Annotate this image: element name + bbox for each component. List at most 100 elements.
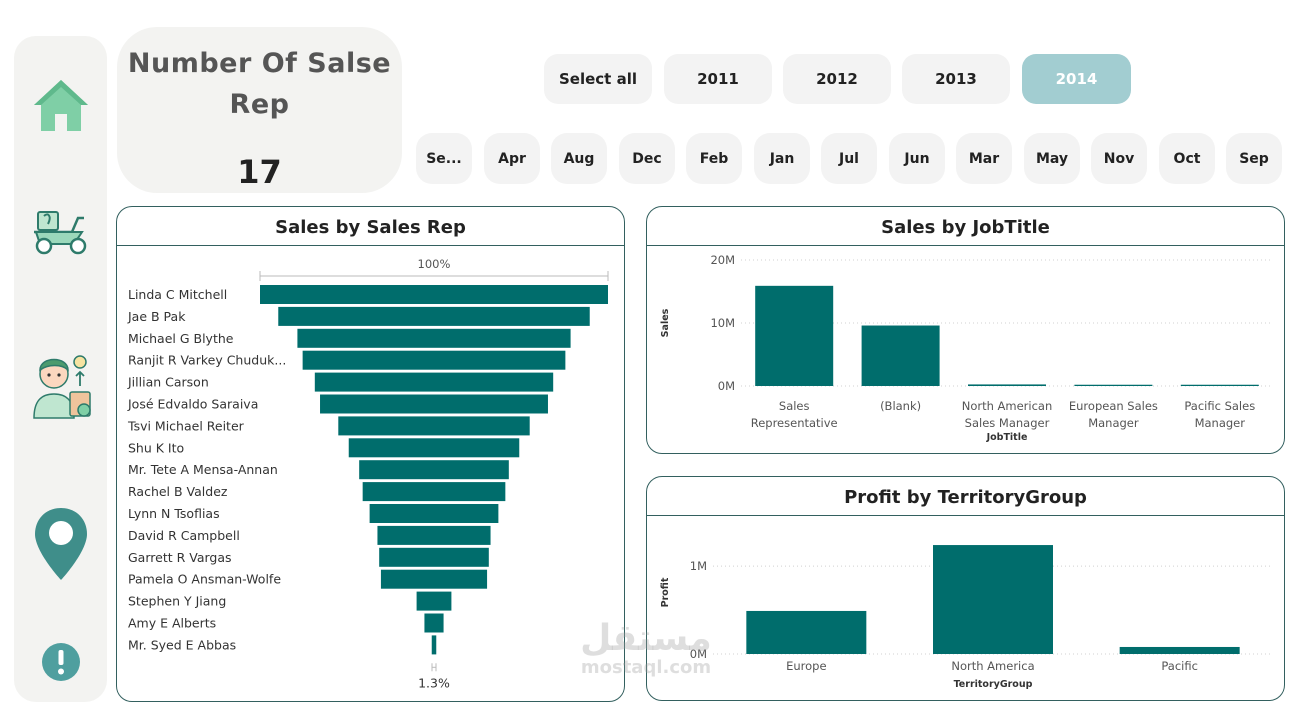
sales-by-jobtitle-panel: Sales by JobTitle 0M 10M 20M Sales Represent… bbox=[646, 206, 1285, 454]
slicer-month-mar[interactable]: Mar bbox=[956, 133, 1012, 184]
bar bbox=[933, 545, 1053, 654]
funnel-bar bbox=[260, 285, 608, 304]
slicer-month-jan[interactable]: Jan bbox=[754, 133, 810, 184]
jobtitle-chart-title: Sales by JobTitle bbox=[647, 207, 1284, 246]
sales-person-icon[interactable] bbox=[14, 348, 107, 420]
funnel-bar bbox=[314, 372, 554, 392]
funnel-bottom-label: 1.3% bbox=[418, 675, 450, 690]
x-tick-label: Sales Manager bbox=[965, 416, 1050, 430]
funnel-bar bbox=[380, 569, 488, 589]
sales-by-jobtitle-chart: 0M 10M 20M Sales Representative (Blank) North … bbox=[660, 253, 1273, 443]
funnel-category-label: Pamela O Ansman-Wolfe bbox=[128, 572, 281, 587]
funnel-bar bbox=[416, 591, 452, 611]
x-tick-label: Pacific Sales bbox=[1184, 399, 1255, 413]
funnel-top-label: 100% bbox=[418, 257, 451, 271]
profit-by-territorygroup-chart: 0M 1M Europe North America Pacific TerritoryG… bbox=[660, 545, 1273, 690]
funnel-bar bbox=[338, 416, 530, 436]
slicer-month-aug[interactable]: Aug bbox=[551, 133, 607, 184]
x-tick-label: North America bbox=[951, 659, 1034, 673]
funnel-category-label: Stephen Y Jiang bbox=[128, 594, 226, 609]
funnel-bar bbox=[359, 460, 509, 480]
y-tick-label: 0M bbox=[690, 647, 707, 661]
watermark-logo: مستقل mostaql.com bbox=[580, 618, 712, 678]
slicer-month-jul[interactable]: Jul bbox=[821, 133, 877, 184]
kpi-title: Number Of Salse Rep bbox=[127, 48, 392, 120]
funnel-bar bbox=[362, 482, 506, 502]
sales-by-sales-rep-chart: 100% Linda C Mitchell Jae B Pak Michael G B… bbox=[127, 257, 609, 690]
funnel-chart-title: Sales by Sales Rep bbox=[117, 207, 624, 246]
x-tick-label: Europe bbox=[786, 659, 826, 673]
territory-chart-title: Profit by TerritoryGroup bbox=[647, 477, 1284, 516]
y-tick-label: 10M bbox=[710, 316, 735, 330]
bar bbox=[1180, 384, 1259, 386]
kpi-value: 17 bbox=[237, 153, 282, 191]
slicer-month-nov[interactable]: Nov bbox=[1091, 133, 1147, 184]
funnel-bar bbox=[348, 438, 520, 458]
y-axis-title: Profit bbox=[660, 577, 671, 607]
slicer-month-jun[interactable]: Jun bbox=[889, 133, 945, 184]
info-icon[interactable] bbox=[14, 642, 107, 682]
x-axis-title: JobTitle bbox=[986, 432, 1028, 443]
funnel-bar bbox=[302, 350, 566, 370]
funnel-category-label: Garrett R Vargas bbox=[128, 550, 232, 565]
x-tick-label: Sales bbox=[779, 399, 810, 413]
location-pin-icon[interactable] bbox=[14, 506, 107, 582]
funnel-category-label: Amy E Alberts bbox=[128, 616, 216, 631]
x-axis-title: TerritoryGroup bbox=[954, 679, 1033, 690]
funnel-category-label: David R Campbell bbox=[128, 528, 240, 543]
funnel-bar bbox=[369, 504, 499, 523]
funnel-category-label: Shu K Ito bbox=[128, 440, 184, 455]
funnel-category-label: Rachel B Valdez bbox=[128, 484, 228, 499]
sidebar-nav bbox=[14, 36, 107, 702]
funnel-category-label: José Edvaldo Saraiva bbox=[127, 397, 258, 412]
y-tick-label: 1M bbox=[690, 559, 707, 573]
x-tick-label: Manager bbox=[1088, 416, 1139, 430]
kpi-card: Number Of Salse Rep 17 bbox=[117, 27, 402, 193]
funnel-category-label: Jae B Pak bbox=[127, 309, 186, 324]
slicer-year-2012[interactable]: 2012 bbox=[783, 54, 891, 104]
y-tick-label: 0M bbox=[718, 379, 735, 393]
bar bbox=[1074, 384, 1153, 386]
funnel-bar bbox=[377, 525, 491, 545]
slicer-month-apr[interactable]: Apr bbox=[484, 133, 540, 184]
slicer-month-may[interactable]: May bbox=[1024, 133, 1080, 184]
slicer-month-dec[interactable]: Dec bbox=[619, 133, 675, 184]
funnel-bar bbox=[320, 394, 548, 414]
funnel-bar bbox=[278, 306, 590, 326]
slicer-year-select-all[interactable]: Select all bbox=[544, 54, 652, 104]
funnel-category-label: Tsvi Michael Reiter bbox=[127, 418, 245, 433]
x-tick-label: North American bbox=[962, 399, 1053, 413]
funnel-bar bbox=[424, 613, 444, 633]
slicer-month-sep-truncated[interactable]: Se... bbox=[416, 133, 472, 184]
funnel-category-label: Mr. Tete A Mensa-Annan bbox=[128, 462, 278, 477]
funnel-category-label: Ranjit R Varkey Chuduk... bbox=[128, 353, 286, 368]
funnel-bar bbox=[379, 547, 489, 567]
x-tick-label: Manager bbox=[1195, 416, 1246, 430]
slicer-year-2011[interactable]: 2011 bbox=[664, 54, 772, 104]
slicer-year-2013[interactable]: 2013 bbox=[902, 54, 1010, 104]
profit-by-territorygroup-panel: Profit by TerritoryGroup 0M 1M Europe North… bbox=[646, 476, 1285, 701]
bar bbox=[861, 325, 940, 386]
funnel-category-label: Jillian Carson bbox=[127, 375, 209, 390]
y-tick-label: 20M bbox=[710, 253, 735, 267]
x-tick-label: Pacific bbox=[1161, 659, 1198, 673]
slicer-month-sep[interactable]: Sep bbox=[1226, 133, 1282, 184]
slicer-month-oct[interactable]: Oct bbox=[1159, 133, 1215, 184]
x-tick-label: Representative bbox=[751, 416, 838, 430]
funnel-bar bbox=[431, 635, 437, 655]
slicer-month-feb[interactable]: Feb bbox=[686, 133, 742, 184]
funnel-category-label: Lynn N Tsoflias bbox=[128, 506, 220, 521]
funnel-category-label: Mr. Syed E Abbas bbox=[128, 637, 236, 652]
home-icon[interactable] bbox=[14, 78, 107, 134]
funnel-category-label: Linda C Mitchell bbox=[128, 287, 227, 302]
slicer-year-2014[interactable]: 2014 bbox=[1022, 54, 1131, 104]
sales-by-sales-rep-panel: Sales by Sales Rep 100% Linda C Mitchell J… bbox=[116, 206, 625, 702]
bar bbox=[1119, 646, 1240, 654]
bar bbox=[755, 285, 834, 386]
delivery-scooter-icon[interactable] bbox=[14, 200, 107, 256]
x-tick-label: European Sales bbox=[1069, 399, 1158, 413]
x-tick-label: (Blank) bbox=[880, 399, 921, 413]
bar bbox=[968, 384, 1046, 386]
y-axis-title: Sales bbox=[660, 308, 671, 337]
bar bbox=[746, 610, 867, 654]
